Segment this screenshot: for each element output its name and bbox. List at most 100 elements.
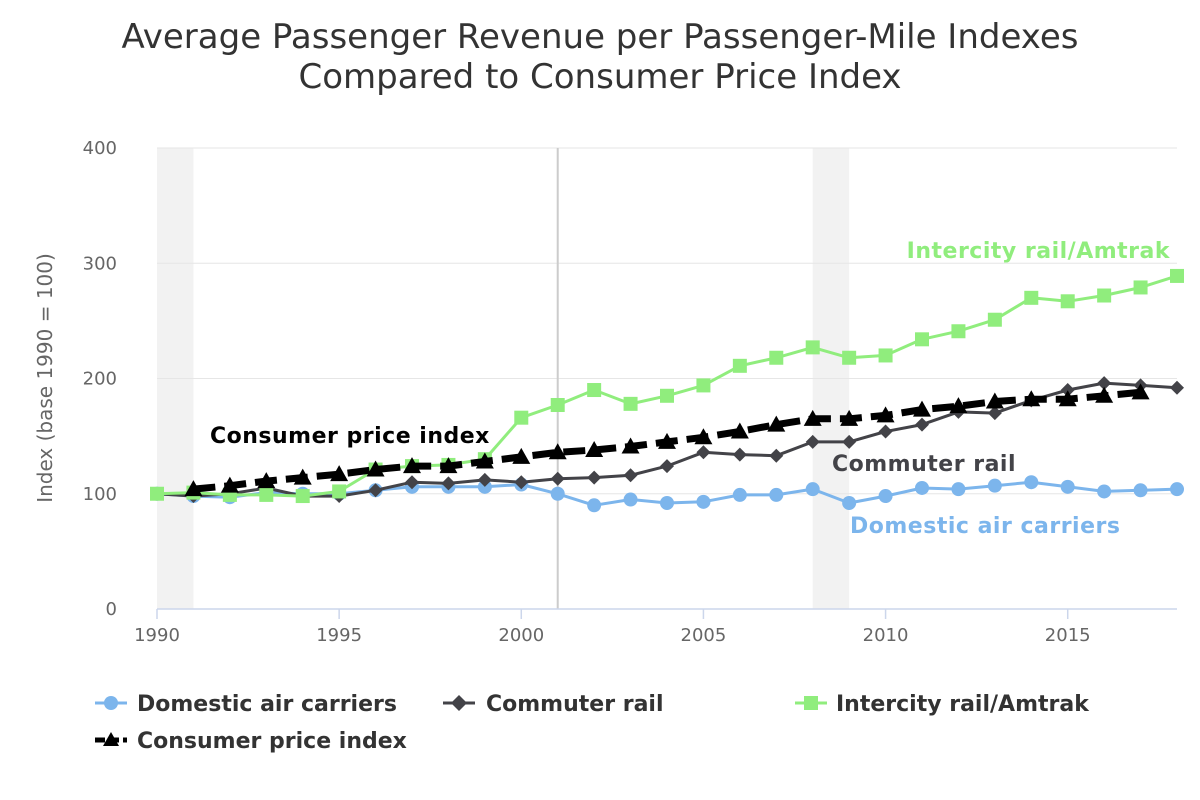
data-point-commuter-rail [915, 417, 929, 432]
data-point-commuter-rail [1060, 383, 1075, 398]
data-point-commuter-rail [660, 459, 674, 474]
x-tick-label: 1990 [134, 625, 180, 646]
data-point-domestic-air-carriers [623, 492, 638, 507]
y-tick-label: 0 [106, 599, 117, 620]
data-point-commuter-rail [1170, 380, 1184, 395]
data-point-consumer-price-index [730, 422, 749, 439]
data-point-intercity-rail-amtrak [696, 378, 711, 393]
data-point-commuter-rail [732, 447, 747, 462]
data-point-consumer-price-index [840, 409, 859, 426]
data-point-intercity-rail-amtrak [660, 388, 674, 403]
x-tick-label: 2015 [1045, 625, 1091, 646]
data-point-consumer-price-index [913, 400, 931, 417]
y-tick-labels: 0 100 200 300 400 [83, 138, 117, 620]
x-tick-label: 2010 [863, 625, 909, 646]
y-tick-label: 200 [83, 369, 117, 390]
data-point-commuter-rail [368, 483, 383, 498]
legend-label-domestic-air: Domestic air carriers [137, 692, 397, 717]
data-point-consumer-price-index [803, 409, 822, 426]
data-point-intercity-rail-amtrak [150, 486, 164, 501]
legend-square-icon [804, 696, 818, 710]
y-tick-label: 100 [83, 484, 117, 505]
legend-label-commuter-rail: Commuter rail [486, 692, 664, 717]
x-tick-label: 1995 [316, 625, 362, 646]
data-point-domestic-air-carriers [769, 487, 784, 502]
series-group [150, 268, 1184, 513]
data-point-consumer-price-index [1095, 386, 1114, 403]
x-tick-label: 2000 [498, 625, 544, 646]
data-point-commuter-rail [623, 468, 638, 483]
data-point-commuter-rail [514, 475, 529, 490]
data-point-intercity-rail-amtrak [1060, 294, 1075, 309]
data-point-intercity-rail-amtrak [1024, 290, 1039, 305]
data-point-domestic-air-carriers [696, 494, 711, 509]
data-point-consumer-price-index [767, 415, 786, 432]
legend-label-cpi: Consumer price index [137, 729, 407, 754]
data-point-consumer-price-index [1131, 383, 1150, 400]
data-point-commuter-rail [441, 476, 456, 491]
data-point-intercity-rail-amtrak [332, 484, 347, 499]
data-point-consumer-price-index [330, 465, 349, 482]
data-point-commuter-rail [405, 475, 419, 490]
legend-label-intercity-rail: Intercity rail/Amtrak [836, 692, 1090, 717]
data-point-commuter-rail [769, 448, 784, 463]
data-point-intercity-rail-amtrak [1097, 288, 1112, 303]
data-point-consumer-price-index [1058, 390, 1077, 407]
data-point-intercity-rail-amtrak [259, 487, 274, 502]
data-point-domestic-air-carriers [842, 495, 857, 510]
data-point-consumer-price-index [548, 443, 567, 460]
data-point-intercity-rail-amtrak [1133, 280, 1148, 295]
data-point-domestic-air-carriers [915, 480, 929, 495]
y-tick-label: 400 [83, 138, 117, 159]
chart-title-line-2: Compared to Consumer Price Index [298, 57, 901, 97]
data-point-consumer-price-index [439, 457, 458, 474]
data-point-consumer-price-index [694, 428, 713, 445]
data-point-intercity-rail-amtrak [987, 312, 1002, 327]
legend-item-cpi[interactable]: Consumer price index [95, 729, 407, 754]
data-point-domestic-air-carriers [732, 487, 747, 502]
data-point-commuter-rail [696, 445, 711, 460]
data-point-commuter-rail [587, 470, 602, 485]
data-point-consumer-price-index [293, 468, 312, 485]
annotation-commuter-rail: Commuter rail [832, 452, 1016, 477]
data-point-domestic-air-carriers [878, 489, 893, 504]
data-point-intercity-rail-amtrak [878, 348, 893, 363]
chart-title-line-1: Average Passenger Revenue per Passenger-… [122, 17, 1079, 57]
data-point-consumer-price-index [985, 392, 1004, 409]
legend-item-commuter-rail[interactable]: Commuter rail [443, 692, 664, 717]
data-point-consumer-price-index [220, 476, 239, 493]
legend-triangle-icon [103, 732, 119, 746]
data-point-intercity-rail-amtrak [769, 350, 784, 365]
data-point-consumer-price-index [366, 460, 385, 477]
data-point-domestic-air-carriers [1060, 479, 1075, 494]
data-point-domestic-air-carriers [951, 482, 966, 497]
data-point-consumer-price-index [876, 406, 895, 423]
data-point-domestic-air-carriers [1133, 483, 1148, 498]
data-point-consumer-price-index [184, 480, 203, 497]
data-point-domestic-air-carriers [805, 482, 820, 497]
x-tick-labels: 1990 1995 2000 2005 2010 2015 [134, 625, 1091, 646]
data-point-consumer-price-index [403, 457, 421, 474]
data-point-domestic-air-carriers [660, 495, 674, 510]
data-point-domestic-air-carriers [1024, 475, 1039, 490]
data-point-intercity-rail-amtrak [915, 332, 929, 347]
data-point-commuter-rail [987, 406, 1002, 421]
data-point-intercity-rail-amtrak [805, 340, 820, 355]
data-point-commuter-rail [842, 434, 857, 449]
data-point-consumer-price-index [1022, 390, 1041, 407]
data-point-commuter-rail [1097, 376, 1112, 391]
data-point-consumer-price-index [658, 432, 676, 449]
legend-item-intercity-rail[interactable]: Intercity rail/Amtrak [795, 692, 1090, 717]
data-point-consumer-price-index [257, 472, 276, 489]
data-point-intercity-rail-amtrak [514, 410, 529, 425]
legend-diamond-icon [451, 695, 467, 711]
data-point-consumer-price-index [949, 397, 968, 414]
data-point-domestic-air-carriers [987, 478, 1002, 493]
data-point-intercity-rail-amtrak [623, 396, 638, 411]
annotation-domestic-air: Domestic air carriers [850, 514, 1120, 539]
legend-item-domestic-air[interactable]: Domestic air carriers [95, 692, 397, 717]
legend: Domestic air carriers Commuter rail Inte… [95, 692, 1090, 754]
annotation-consumer-price-index: Consumer price index [210, 424, 490, 449]
data-point-commuter-rail [550, 471, 565, 486]
